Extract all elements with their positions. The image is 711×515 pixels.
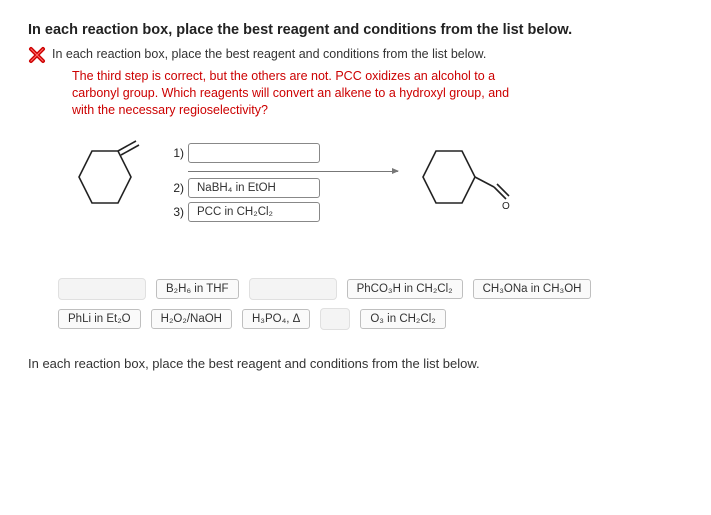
- reagent-o3[interactable]: O₃ in CH₂Cl₂: [360, 309, 445, 329]
- reagent-row-2: PhLi in Et₂O H₂O₂/NaOH H₃PO₄, Δ O₃ in CH…: [58, 308, 683, 330]
- step-2-label: 2): [168, 181, 184, 195]
- step-2-input[interactable]: NaBH₄ in EtOH: [188, 178, 320, 198]
- subtitle-row: In each reaction box, place the best rea…: [28, 46, 683, 64]
- starting-material: [64, 137, 154, 228]
- incorrect-icon: [28, 46, 46, 64]
- reagent-h2o2[interactable]: H₂O₂/NaOH: [151, 309, 232, 329]
- footer-text: In each reaction box, place the best rea…: [28, 356, 683, 371]
- drop-slot[interactable]: [320, 308, 350, 330]
- step-3-input[interactable]: PCC in CH₂Cl₂: [188, 202, 320, 222]
- reaction-scheme: 1) 2) NaBH₄ in EtOH 3) PCC in CH₂Cl₂ O: [64, 137, 683, 228]
- svg-text:O: O: [502, 201, 510, 212]
- step-3-label: 3): [168, 205, 184, 219]
- reagent-phco3h[interactable]: PhCO₃H in CH₂Cl₂: [347, 279, 463, 299]
- reagent-b2h6[interactable]: B₂H₆ in THF: [156, 279, 239, 299]
- step-1-label: 1): [168, 146, 184, 160]
- reagent-phli[interactable]: PhLi in Et₂O: [58, 309, 141, 329]
- reagent-ch3ona[interactable]: CH₃ONa in CH₃OH: [473, 279, 592, 299]
- reagent-h3po4[interactable]: H₃PO₄, Δ: [242, 309, 310, 329]
- subtitle-text: In each reaction box, place the best rea…: [52, 46, 486, 61]
- reaction-steps: 1) 2) NaBH₄ in EtOH 3) PCC in CH₂Cl₂: [168, 143, 398, 222]
- step-3-row: 3) PCC in CH₂Cl₂: [168, 202, 398, 222]
- drop-slot[interactable]: [58, 278, 146, 300]
- reagent-row-1: B₂H₆ in THF PhCO₃H in CH₂Cl₂ CH₃ONa in C…: [58, 278, 683, 300]
- product: O: [412, 137, 512, 228]
- step-1-row: 1): [168, 143, 398, 163]
- feedback-text: The third step is correct, but the other…: [72, 68, 512, 119]
- reagent-bank: B₂H₆ in THF PhCO₃H in CH₂Cl₂ CH₃ONa in C…: [58, 278, 683, 330]
- drop-slot[interactable]: [249, 278, 337, 300]
- reaction-arrow: [188, 171, 398, 172]
- page-title: In each reaction box, place the best rea…: [28, 22, 683, 38]
- step-2-row: 2) NaBH₄ in EtOH: [168, 178, 398, 198]
- step-1-input[interactable]: [188, 143, 320, 163]
